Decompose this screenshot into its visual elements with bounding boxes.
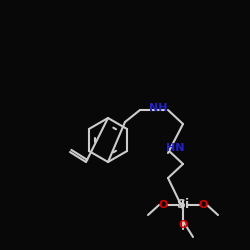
Text: Si: Si: [176, 198, 190, 211]
Text: O: O: [158, 200, 168, 210]
Text: NH: NH: [149, 103, 167, 113]
Text: O: O: [178, 220, 188, 230]
Text: HN: HN: [166, 143, 184, 153]
Text: O: O: [198, 200, 208, 210]
